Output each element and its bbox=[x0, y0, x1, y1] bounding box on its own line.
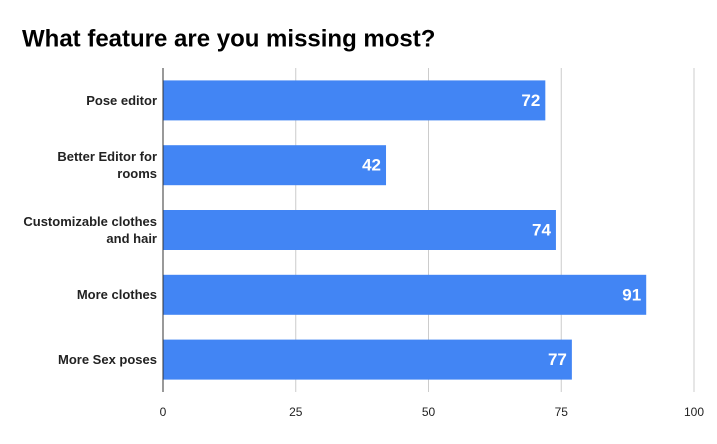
bar bbox=[163, 339, 572, 380]
bar bbox=[163, 145, 387, 186]
value-label: 74 bbox=[532, 220, 551, 239]
value-label: 91 bbox=[622, 285, 641, 304]
x-tick-label: 50 bbox=[422, 405, 436, 419]
y-tick-label: More Sex poses bbox=[58, 352, 157, 368]
x-tick-label: 0 bbox=[160, 405, 167, 419]
y-tick-label: Customizable clothes and hair bbox=[23, 214, 157, 246]
value-label: 42 bbox=[362, 156, 381, 175]
x-tick-label: 75 bbox=[555, 405, 569, 419]
y-tick-label: Better Editor for rooms bbox=[57, 149, 157, 182]
value-label: 72 bbox=[521, 91, 540, 110]
bar bbox=[163, 80, 546, 121]
value-label: 77 bbox=[548, 350, 567, 369]
chart-title: What feature are you missing most? bbox=[22, 25, 435, 52]
x-tick-label: 25 bbox=[289, 405, 303, 419]
y-tick-label: More clothes bbox=[76, 287, 157, 303]
x-tick-label: 100 bbox=[684, 405, 704, 419]
bar bbox=[163, 210, 556, 250]
bar bbox=[163, 274, 647, 315]
y-tick-label: Pose editor bbox=[86, 92, 157, 108]
